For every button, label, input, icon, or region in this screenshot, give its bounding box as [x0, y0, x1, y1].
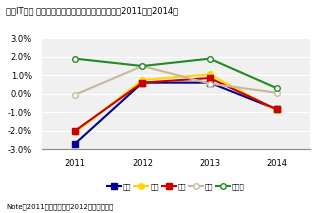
製造 — [208, 73, 212, 76]
医療 — [73, 93, 77, 96]
金融 — [73, 142, 77, 145]
Text: 国内IT市場 主要産業の前年比成長率の推移予測：2011年～2014年: 国内IT市場 主要産業の前年比成長率の推移予測：2011年～2014年 — [6, 6, 179, 15]
官公庁 — [275, 87, 279, 89]
流通 — [208, 77, 212, 79]
Line: 金融: 金融 — [72, 80, 280, 146]
流通 — [140, 81, 144, 84]
製造 — [140, 79, 144, 81]
Legend: 金融, 製造, 流通, 医療, 官公庁: 金融, 製造, 流通, 医療, 官公庁 — [104, 180, 248, 192]
金融 — [275, 108, 279, 111]
製造 — [73, 131, 77, 134]
Line: 製造: 製造 — [72, 72, 280, 135]
官公庁 — [140, 65, 144, 67]
医療 — [275, 92, 279, 94]
Line: 官公庁: 官公庁 — [72, 56, 280, 91]
官公庁 — [208, 57, 212, 60]
官公庁 — [73, 57, 77, 60]
製造 — [275, 109, 279, 112]
Line: 医療: 医療 — [72, 63, 280, 97]
医療 — [208, 82, 212, 85]
Line: 流通: 流通 — [72, 75, 280, 133]
金融 — [208, 81, 212, 84]
流通 — [275, 108, 279, 111]
医療 — [140, 65, 144, 67]
金融 — [140, 81, 144, 84]
流通 — [73, 129, 77, 132]
Text: Note：2011年は実績値、2012年以降は予測: Note：2011年は実績値、2012年以降は予測 — [6, 203, 114, 210]
